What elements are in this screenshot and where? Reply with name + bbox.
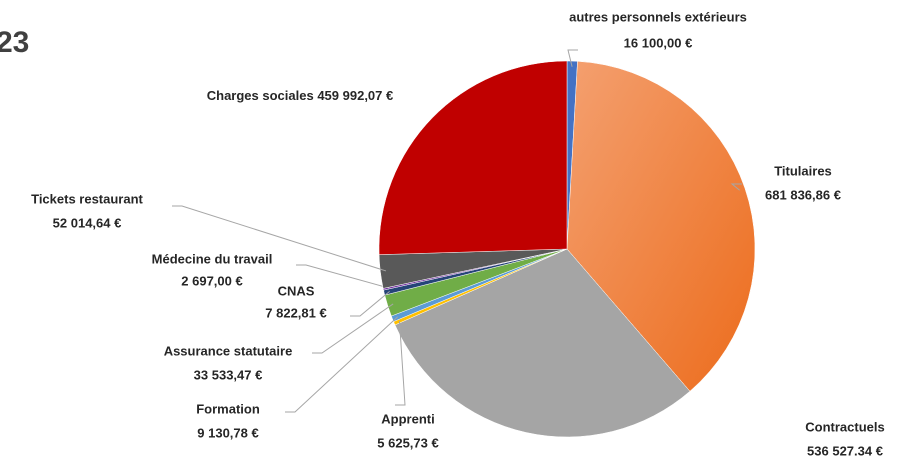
slice-value: 536 527.34 € <box>807 443 883 458</box>
slice-value: 16 100,00 € <box>624 35 693 50</box>
slice-value: 2 697,00 € <box>181 273 242 288</box>
leader-line <box>730 183 742 191</box>
slice-value: 52 014,64 € <box>53 215 122 230</box>
slice-name: Tickets restaurant <box>31 191 143 206</box>
slice-name: Contractuels <box>805 419 884 434</box>
slice-name: Médecine du travail <box>152 251 273 266</box>
leader-line <box>312 303 394 354</box>
leader-line <box>285 316 399 413</box>
leader-line <box>350 290 390 317</box>
leader-line <box>395 321 406 406</box>
leader-line <box>172 205 387 272</box>
slice-value: 33 533,47 € <box>194 367 263 382</box>
chart-title: 23 <box>0 26 29 59</box>
slice-name: autres personnels extérieurs <box>569 9 747 24</box>
slice-value: 9 130,78 € <box>197 425 258 440</box>
data-label: Charges sociales 459 992,07 € <box>207 88 393 103</box>
slice-name: Assurance statutaire <box>164 343 293 358</box>
slice-value: 7 822,81 € <box>265 305 326 320</box>
slice-name: Charges sociales <box>207 88 314 103</box>
slice-value: 459 992,07 € <box>317 88 393 103</box>
pie-slice <box>394 248 691 438</box>
pie-slice <box>378 60 568 255</box>
slice-value: 5 625,73 € <box>377 435 438 450</box>
slice-value: 681 836,86 € <box>765 187 841 202</box>
slice-name: CNAS <box>278 283 315 298</box>
slice-name: Titulaires <box>774 163 832 178</box>
slice-name: Formation <box>196 401 260 416</box>
leader-line <box>567 49 578 67</box>
leader-line <box>296 264 390 289</box>
slice-name: Apprenti <box>381 411 434 426</box>
pie-slice <box>566 61 756 392</box>
